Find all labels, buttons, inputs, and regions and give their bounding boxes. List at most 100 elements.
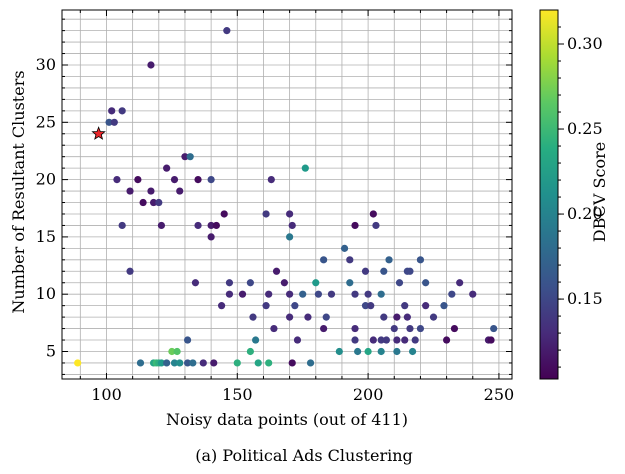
data-point (74, 359, 82, 367)
data-point (288, 359, 296, 367)
highlight-star-marker (91, 126, 106, 140)
data-point (176, 187, 184, 195)
data-point (207, 176, 215, 184)
x-tick-label: 200 (353, 385, 384, 404)
data-point (351, 290, 359, 298)
colorbar-tick-label: 0.15 (567, 289, 603, 308)
data-point (301, 164, 309, 172)
data-point (351, 336, 359, 344)
data-point (147, 61, 155, 69)
data-point (288, 221, 296, 230)
data-point (291, 302, 299, 310)
data-point (225, 290, 234, 298)
axes: 100 150 200 250 5 10 15 20 25 30 (36, 9, 515, 404)
data-point (306, 359, 315, 367)
data-point (170, 176, 179, 184)
data-point (105, 118, 113, 126)
colorbar-tick-label: 0.20 (567, 204, 603, 223)
data-point (335, 347, 343, 356)
data-point (173, 347, 181, 356)
data-point (320, 256, 328, 264)
data-point (199, 359, 207, 367)
data-point (163, 164, 171, 172)
data-point (346, 256, 354, 264)
data-point (207, 221, 215, 230)
data-point (265, 290, 273, 298)
data-point (408, 347, 417, 356)
data-point (262, 210, 270, 218)
data-point (186, 153, 194, 161)
data-point (422, 279, 430, 287)
colorbar: 0.15 0.20 0.25 0.30 (539, 9, 603, 380)
data-point (351, 324, 359, 333)
y-tick-label: 25 (36, 112, 56, 131)
data-point (411, 336, 419, 344)
data-point (189, 359, 197, 367)
data-point (393, 336, 401, 344)
data-point (126, 267, 134, 275)
y-tick-label: 20 (36, 170, 56, 189)
data-point (212, 221, 220, 230)
data-point (170, 359, 179, 367)
y-tick-label: 30 (36, 55, 56, 74)
data-point (367, 302, 375, 310)
data-point (217, 302, 226, 310)
data-point (327, 290, 336, 298)
data-point (233, 359, 241, 367)
data-point (191, 279, 200, 287)
data-point (272, 267, 281, 275)
data-point (377, 347, 385, 356)
y-tick-label: 5 (46, 341, 56, 360)
data-point (364, 290, 372, 298)
data-point (286, 210, 294, 218)
data-point (286, 290, 294, 298)
data-point (354, 347, 362, 356)
data-point (155, 198, 163, 207)
data-point (176, 359, 184, 367)
data-point (395, 279, 404, 287)
data-point (194, 176, 202, 184)
data-point (312, 279, 320, 287)
data-point (385, 256, 393, 264)
x-axis-label: Noisy data points (out of 411) (166, 410, 408, 429)
colorbar-tick-label: 0.25 (567, 119, 603, 138)
data-point (440, 302, 448, 310)
data-point (416, 256, 425, 264)
data-point (390, 324, 398, 333)
x-tick-label: 250 (484, 385, 515, 404)
data-point (314, 290, 322, 298)
data-point (210, 359, 218, 367)
data-point (393, 347, 401, 356)
data-point (262, 302, 270, 310)
data-point (223, 27, 231, 35)
data-point (238, 290, 247, 298)
data-point (320, 324, 328, 333)
data-point (401, 302, 409, 310)
data-point (108, 107, 116, 115)
data-point (456, 279, 464, 287)
data-point (280, 279, 288, 287)
data-point (113, 176, 121, 184)
data-point (118, 221, 126, 230)
data-point (416, 324, 425, 333)
data-point (286, 313, 294, 321)
data-point (134, 176, 142, 184)
data-point (372, 221, 380, 230)
data-point (286, 233, 294, 241)
data-point (183, 359, 192, 367)
data-point (293, 336, 302, 344)
data-point (351, 221, 359, 230)
data-point (442, 336, 451, 344)
data-point (380, 313, 388, 321)
plot-frame (61, 9, 513, 380)
data-point (304, 313, 312, 321)
data-point (194, 221, 202, 230)
data-point (118, 107, 126, 115)
data-point (490, 324, 498, 333)
data-point (361, 302, 370, 310)
data-point (147, 187, 155, 195)
data-point (270, 324, 278, 333)
data-point (110, 118, 118, 126)
figure-caption: (a) Political Ads Clustering (195, 446, 413, 465)
